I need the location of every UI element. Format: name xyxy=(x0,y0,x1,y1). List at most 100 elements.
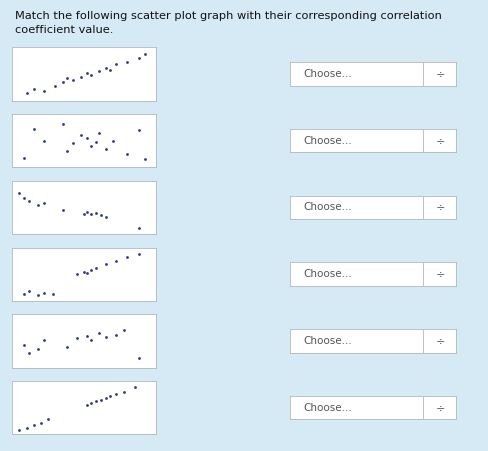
Point xyxy=(135,250,143,258)
Point xyxy=(52,82,60,89)
Point xyxy=(80,268,88,275)
Point xyxy=(123,59,131,66)
Point xyxy=(141,50,148,57)
Point xyxy=(83,270,91,277)
Point xyxy=(95,129,102,136)
Point xyxy=(34,345,42,353)
Point xyxy=(141,156,148,163)
Point xyxy=(25,198,33,205)
Point xyxy=(69,140,77,147)
Point xyxy=(40,137,48,144)
Point xyxy=(16,427,23,434)
Point xyxy=(121,327,128,334)
Point xyxy=(40,87,48,95)
Text: coefficient value.: coefficient value. xyxy=(15,25,113,35)
Point xyxy=(23,89,31,96)
Point xyxy=(102,64,110,71)
Point xyxy=(16,189,23,196)
Text: ÷: ÷ xyxy=(436,202,445,212)
Point xyxy=(20,194,28,202)
Point xyxy=(87,210,95,217)
Point xyxy=(80,210,88,217)
Point xyxy=(83,69,91,77)
Point xyxy=(73,271,81,278)
Point xyxy=(112,61,120,68)
Point xyxy=(112,331,120,338)
Text: ÷: ÷ xyxy=(436,336,445,346)
Point xyxy=(135,354,143,362)
Point xyxy=(131,384,139,391)
Point xyxy=(92,209,100,216)
Text: Choose...: Choose... xyxy=(304,336,352,346)
Point xyxy=(106,66,114,74)
Text: Choose...: Choose... xyxy=(304,136,352,146)
Point xyxy=(102,213,110,221)
Point xyxy=(20,291,28,298)
Point xyxy=(87,143,95,150)
Point xyxy=(37,419,45,426)
Point xyxy=(34,292,42,299)
Point xyxy=(92,138,100,145)
Point xyxy=(92,398,100,405)
Text: Choose...: Choose... xyxy=(304,269,352,279)
Point xyxy=(44,416,52,423)
Point xyxy=(87,267,95,274)
Text: Match the following scatter plot graph with their corresponding correlation: Match the following scatter plot graph w… xyxy=(15,11,442,21)
Point xyxy=(112,391,120,398)
Point xyxy=(30,421,38,428)
Point xyxy=(59,207,66,214)
Point xyxy=(83,134,91,142)
Point xyxy=(73,335,81,342)
Point xyxy=(135,55,143,62)
Point xyxy=(98,396,105,403)
Point xyxy=(69,77,77,84)
Point xyxy=(102,395,110,402)
Point xyxy=(30,85,38,92)
Text: ÷: ÷ xyxy=(436,69,445,79)
Point xyxy=(63,74,71,82)
Point xyxy=(102,260,110,267)
Point xyxy=(83,208,91,215)
Point xyxy=(40,336,48,344)
Point xyxy=(87,400,95,407)
Point xyxy=(98,212,105,219)
Point xyxy=(20,341,28,349)
Point xyxy=(78,73,85,80)
Point xyxy=(30,125,38,133)
Text: Choose...: Choose... xyxy=(304,202,352,212)
Point xyxy=(25,288,33,295)
Point xyxy=(102,333,110,341)
Point xyxy=(40,289,48,296)
Text: Choose...: Choose... xyxy=(304,69,352,79)
Point xyxy=(92,264,100,272)
Point xyxy=(20,154,28,161)
Point xyxy=(106,392,114,400)
Text: ÷: ÷ xyxy=(436,403,445,413)
Point xyxy=(135,126,143,133)
Point xyxy=(59,120,66,127)
Point xyxy=(102,145,110,152)
Point xyxy=(109,137,117,144)
Point xyxy=(87,336,95,344)
Point xyxy=(59,78,66,86)
Point xyxy=(121,388,128,396)
Point xyxy=(83,332,91,339)
Point xyxy=(49,291,57,298)
Point xyxy=(23,424,31,432)
Point xyxy=(87,71,95,78)
Point xyxy=(112,257,120,264)
Point xyxy=(123,253,131,261)
Point xyxy=(135,224,143,231)
Point xyxy=(63,148,71,155)
Text: Choose...: Choose... xyxy=(304,403,352,413)
Point xyxy=(25,349,33,356)
Text: ÷: ÷ xyxy=(436,269,445,279)
Point xyxy=(63,344,71,351)
Point xyxy=(123,151,131,158)
Point xyxy=(78,132,85,139)
Point xyxy=(95,329,102,336)
Point xyxy=(95,68,102,75)
Point xyxy=(40,200,48,207)
Point xyxy=(34,201,42,208)
Text: ÷: ÷ xyxy=(436,136,445,146)
